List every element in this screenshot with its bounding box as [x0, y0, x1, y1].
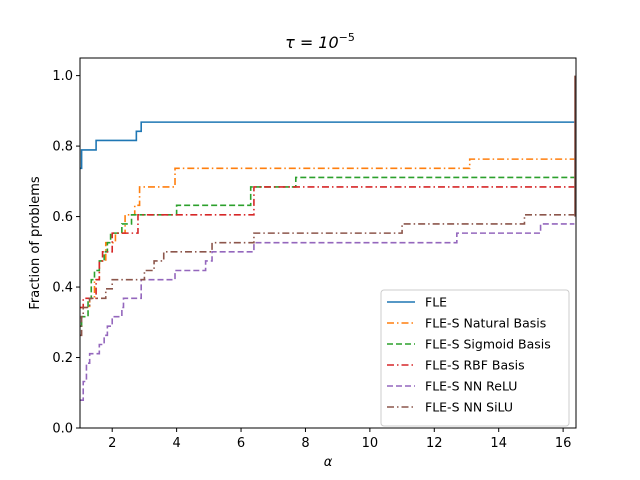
x-axis-label: α [324, 455, 333, 470]
legend-label-4: FLE-S NN ReLU [425, 379, 517, 394]
legend-label-3: FLE-S RBF Basis [425, 358, 525, 373]
y-tick-label: 0.2 [52, 351, 73, 366]
series-line-1 [80, 158, 575, 309]
y-tick-label: 0.8 [52, 140, 73, 155]
x-tick-label: 4 [172, 436, 180, 451]
x-tick-label: 10 [362, 436, 379, 451]
legend-label-5: FLE-S NN SiLU [425, 400, 513, 415]
series-line-3 [80, 186, 575, 309]
x-axis-ticks: 2 4 6 8 10 12 14 16 [108, 428, 571, 451]
chart-title-base: τ = 10 [285, 33, 339, 52]
x-tick-label: 16 [555, 436, 572, 451]
chart-title-exponent: −5 [339, 31, 355, 44]
y-tick-label: 1.0 [52, 69, 73, 84]
x-tick-label: 12 [426, 436, 443, 451]
series-line-4 [80, 223, 575, 401]
legend-label-0: FLE [425, 295, 447, 310]
legend-box [380, 289, 570, 427]
y-axis-label: Fraction of problems [28, 176, 43, 309]
axes-frame [79, 57, 577, 429]
x-tick-label: 6 [237, 436, 245, 451]
y-tick-label: 0.4 [52, 281, 73, 296]
y-axis-ticks: 0.0 0.2 0.4 0.6 0.8 1.0 [52, 69, 80, 437]
y-tick-label: 0.0 [52, 422, 73, 437]
legend-label-1: FLE-S Natural Basis [425, 316, 546, 331]
y-tick-label: 0.6 [52, 210, 73, 225]
plot-lines [80, 75, 576, 401]
x-tick-label: 2 [108, 436, 116, 451]
x-tick-label: 8 [301, 436, 309, 451]
legend: FLE FLE-S Natural Basis FLE-S Sigmoid Basi… [380, 289, 570, 427]
series-line-0 [80, 121, 575, 170]
series-line-5 [80, 214, 575, 337]
chart-title: τ = 10−5 [285, 31, 355, 52]
x-tick-label: 14 [490, 436, 507, 451]
legend-label-2: FLE-S Sigmoid Basis [425, 337, 551, 352]
